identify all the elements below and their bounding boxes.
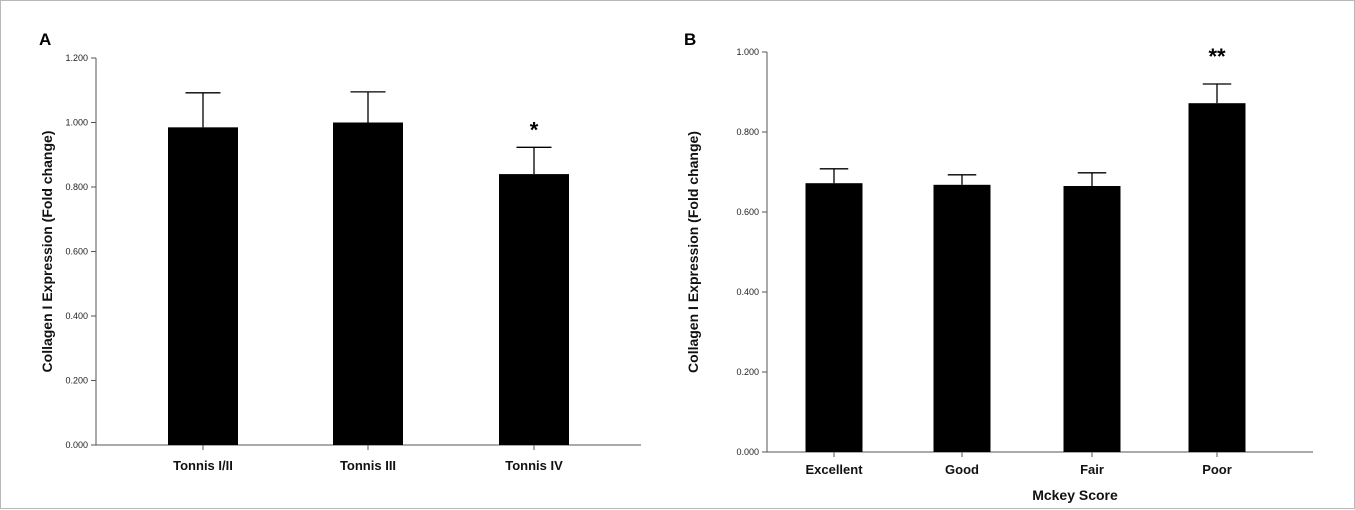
x-tick-label: Poor <box>1202 462 1232 477</box>
x-tick-label: Tonnis III <box>340 458 396 473</box>
y-tick-label: 0.600 <box>736 207 759 217</box>
panel-label: A <box>39 30 51 49</box>
bar <box>805 183 863 452</box>
bar <box>1188 103 1246 452</box>
y-axis-title: Collagen I Expression (Fold change) <box>685 131 701 373</box>
x-tick-label: Tonnis I/II <box>173 458 233 473</box>
bar <box>499 174 569 445</box>
y-tick-label: 0.000 <box>65 440 88 450</box>
y-tick-label: 0.200 <box>65 376 88 386</box>
x-tick-label: Fair <box>1080 462 1104 477</box>
significance-marker: * <box>530 117 539 142</box>
bar <box>933 184 991 453</box>
y-tick-label: 1.000 <box>736 47 759 57</box>
x-tick-label: Good <box>945 462 979 477</box>
bar <box>168 127 238 446</box>
panel-label: B <box>684 30 696 49</box>
y-tick-label: 0.400 <box>65 311 88 321</box>
y-tick-label: 0.600 <box>65 247 88 257</box>
panel-a: A 0.000 0.200 0.400 0.600 0.800 1.000 1.200 Coll… <box>39 30 641 473</box>
y-tick-label: 0.000 <box>736 447 759 457</box>
y-tick-label: 0.800 <box>65 182 88 192</box>
x-axis-title: Mckey Score <box>1032 487 1118 503</box>
bar <box>1063 186 1121 452</box>
y-tick-label: 1.000 <box>65 118 88 128</box>
y-tick-label: 0.800 <box>736 127 759 137</box>
panel-b: B 0.000 0.200 0.400 0.600 0.800 1.000 Collagen … <box>684 30 1313 503</box>
y-tick-label: 1.200 <box>65 53 88 63</box>
y-tick-label: 0.400 <box>736 287 759 297</box>
x-tick-label: Tonnis IV <box>505 458 563 473</box>
y-axis-title: Collagen I Expression (Fold change) <box>39 131 55 373</box>
y-tick-label: 0.200 <box>736 367 759 377</box>
bar <box>333 122 403 445</box>
significance-marker: ** <box>1208 44 1226 69</box>
x-tick-label: Excellent <box>805 462 863 477</box>
